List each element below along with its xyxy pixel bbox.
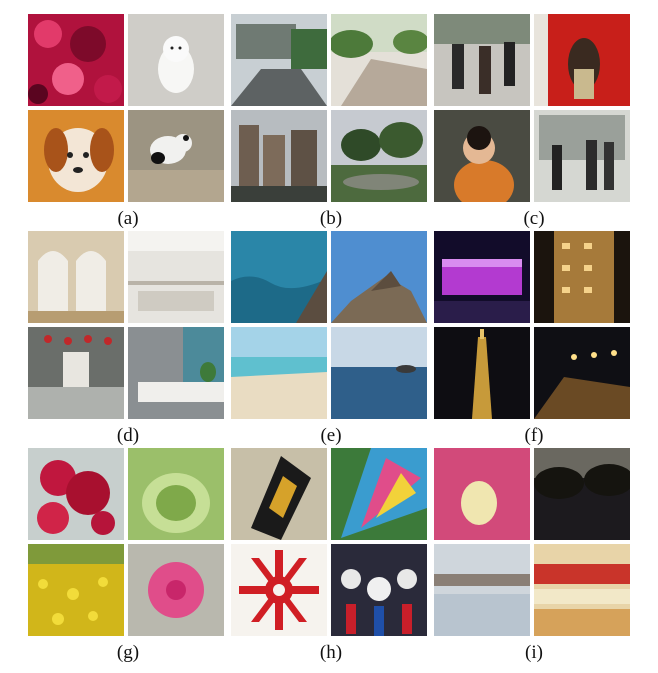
photo-building-night — [534, 231, 630, 323]
panel-c-grid — [434, 14, 634, 207]
panel-d-caption: (d) — [116, 425, 140, 446]
photo-washroom — [128, 327, 224, 419]
photo-people-walking — [534, 110, 630, 202]
photo-hall-lanterns — [28, 327, 124, 419]
panel-h-caption: (h) — [319, 642, 343, 663]
photo-charm-pendant — [231, 448, 327, 540]
panel-d-grid — [28, 231, 228, 424]
photo-blurred-street — [534, 544, 630, 636]
photo-hanging-ornaments — [331, 544, 427, 636]
panel-h-grid — [231, 448, 431, 641]
photo-puppy — [28, 110, 124, 202]
photo-red-blossoms — [28, 448, 124, 540]
panel-b-grid — [231, 14, 431, 207]
photo-beach — [231, 327, 327, 419]
photo-people-street — [434, 14, 530, 106]
panel-g-caption: (g) — [116, 642, 140, 663]
panel-i-caption: (i) — [525, 642, 543, 663]
photo-red-leaves — [28, 14, 124, 106]
photo-calm-sea — [331, 327, 427, 419]
panel-c-caption: (c) — [523, 208, 545, 229]
photo-blurred-egg — [434, 448, 530, 540]
panel-e-caption: (e) — [320, 425, 342, 446]
photo-sea-waves — [231, 231, 327, 323]
photo-street-lights-night — [534, 327, 630, 419]
photo-child — [434, 110, 530, 202]
photo-palm-trees — [331, 110, 427, 202]
panel-a-grid — [28, 14, 228, 207]
photo-rock-sky — [331, 231, 427, 323]
panel-e-grid — [231, 231, 431, 424]
photo-blurred-water — [434, 544, 530, 636]
photo-paper-cut — [231, 544, 327, 636]
panel-i-grid — [434, 448, 634, 641]
photo-colorful-fan — [331, 448, 427, 540]
photo-white-dog — [128, 14, 224, 106]
panel-b-caption: (b) — [319, 208, 343, 229]
photo-atrium — [128, 231, 224, 323]
panel-f-caption: (f) — [524, 425, 544, 446]
panel-g-grid — [28, 448, 228, 641]
photo-girl-red-door — [534, 14, 630, 106]
panel-a-caption: (a) — [117, 208, 139, 229]
panel-f-grid — [434, 231, 634, 424]
photo-dark-trees — [534, 448, 630, 540]
photo-succulent — [128, 448, 224, 540]
photo-panda — [128, 110, 224, 202]
photo-stone-path — [331, 14, 427, 106]
photo-tower-night — [434, 327, 530, 419]
photo-water-cube-night — [434, 231, 530, 323]
photo-tall-buildings — [231, 110, 327, 202]
photo-road-building — [231, 14, 327, 106]
photo-yellow-flowers — [28, 544, 124, 636]
photo-pink-flower — [128, 544, 224, 636]
photo-arched-windows — [28, 231, 124, 323]
